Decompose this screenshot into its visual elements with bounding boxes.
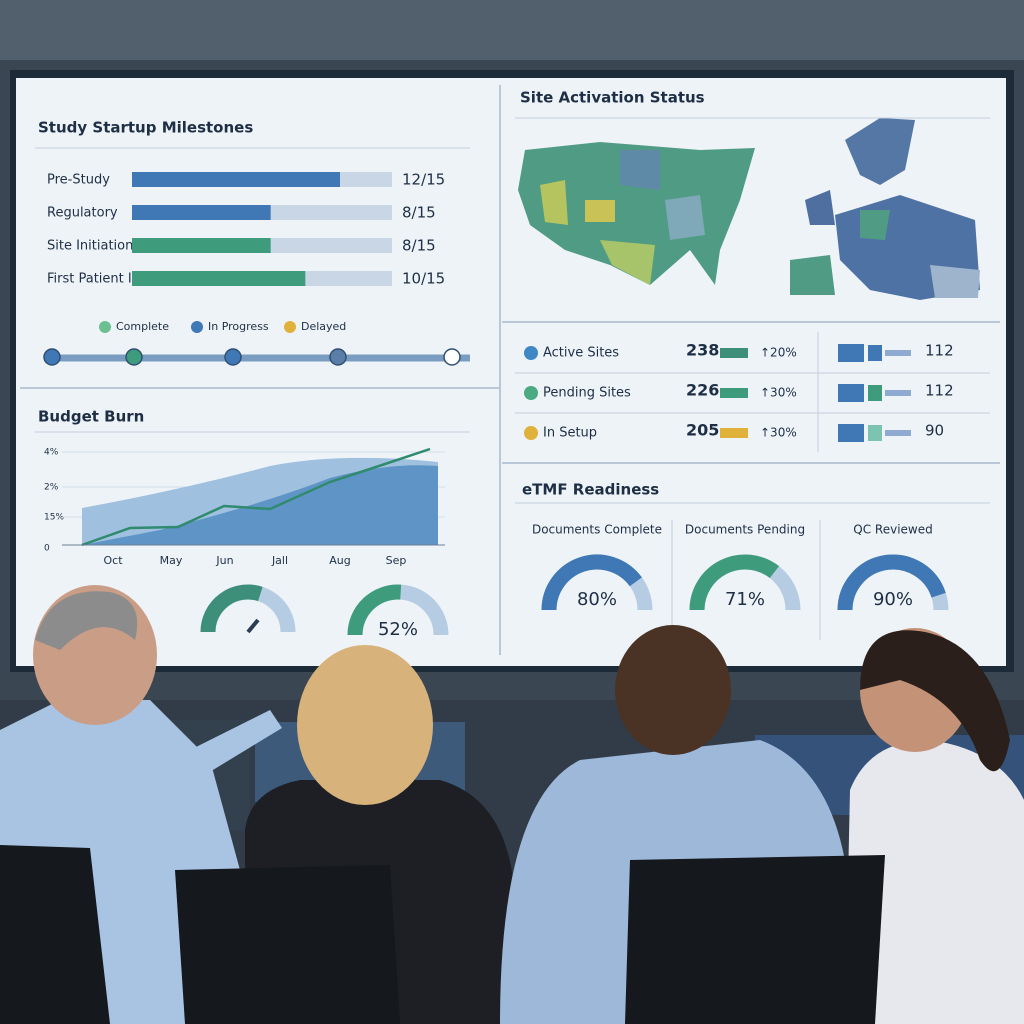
gauge-arc	[689, 554, 780, 611]
gauge-label: QC Reviewed	[853, 523, 932, 537]
x-label: Jun	[215, 554, 233, 567]
gauge-value: 52%	[378, 619, 418, 640]
milestone-label: First Patient In	[47, 272, 140, 287]
site-label: Pending Sites	[543, 386, 631, 401]
site-count: 226	[686, 381, 719, 400]
legend-dot	[191, 321, 203, 333]
gauge-value: 90%	[873, 589, 913, 610]
site-block	[868, 425, 882, 441]
milestone-value: 8/15	[402, 237, 436, 255]
x-label: Oct	[103, 554, 123, 567]
site-change: ↑30%	[760, 386, 797, 400]
gauge-needle	[246, 618, 260, 634]
timeline-node	[224, 348, 242, 366]
progress-fill	[132, 271, 306, 286]
site-block	[868, 345, 882, 361]
site-total: 112	[925, 342, 954, 360]
timeline-node	[443, 348, 461, 366]
gauge-arc	[837, 554, 946, 611]
site-count: 238	[686, 341, 719, 360]
timeline-node	[125, 348, 143, 366]
trend-line	[81, 447, 431, 547]
area-front	[82, 465, 438, 545]
panel-title: Budget Burn	[38, 408, 144, 426]
milestone-label: Site Initiation	[47, 239, 133, 254]
site-total: 112	[925, 382, 954, 400]
site-bar	[885, 430, 911, 436]
site-total: 90	[925, 422, 944, 440]
site-bar	[885, 390, 911, 396]
gauge-label: Documents Pending	[685, 523, 805, 537]
site-block	[838, 344, 864, 362]
site-block	[838, 424, 864, 442]
panel-title: eTMF Readiness	[522, 481, 659, 499]
legend-dot	[284, 321, 296, 333]
site-change: ↑20%	[760, 346, 797, 360]
site-block	[868, 385, 882, 401]
progress-fill	[132, 172, 340, 187]
progress-fill	[132, 205, 271, 220]
milestone-label: Pre-Study	[47, 173, 110, 188]
timeline-node	[43, 348, 61, 366]
gauge-arc	[541, 554, 642, 611]
ceiling	[0, 0, 1024, 60]
milestone-value: 8/15	[402, 204, 436, 222]
legend-label: Delayed	[301, 320, 346, 333]
x-label: Jall	[271, 554, 288, 567]
y-label: 2%	[44, 483, 59, 493]
progress-fill	[132, 238, 271, 253]
site-block	[838, 384, 864, 402]
milestone-label: Regulatory	[47, 206, 118, 221]
site-label: In Setup	[543, 426, 597, 441]
site-label: Active Sites	[543, 346, 619, 361]
gauge-arc	[347, 584, 402, 636]
site-bar	[885, 350, 911, 356]
status-dot	[524, 346, 538, 360]
map-us	[518, 142, 755, 285]
panel-title: Site Activation Status	[520, 89, 705, 107]
gauge-value: 80%	[577, 589, 617, 610]
trend-arrow	[720, 388, 748, 398]
timeline-node	[329, 348, 347, 366]
gauge-value: 71%	[725, 589, 765, 610]
map-europe	[790, 118, 980, 300]
site-change: ↑30%	[760, 426, 797, 440]
y-label: 15%	[44, 513, 64, 523]
trend-arrow	[720, 428, 748, 438]
y-label: 0	[44, 544, 50, 554]
status-dot	[524, 386, 538, 400]
panel-title: Study Startup Milestones	[38, 119, 253, 137]
legend-dot	[99, 321, 111, 333]
people	[0, 585, 1024, 1024]
gauge-arc	[200, 584, 263, 633]
gauge-label: Documents Complete	[532, 523, 662, 537]
trend-arrow	[720, 348, 748, 358]
milestone-value: 10/15	[402, 270, 445, 288]
x-label: Aug	[329, 554, 350, 567]
legend-label: In Progress	[208, 320, 269, 333]
x-label: Sep	[386, 554, 407, 567]
legend-label: Complete	[116, 320, 169, 333]
site-count: 205	[686, 421, 719, 440]
x-label: May	[160, 554, 183, 567]
status-dot	[524, 426, 538, 440]
milestone-value: 12/15	[402, 171, 445, 189]
y-label: 4%	[44, 448, 59, 458]
